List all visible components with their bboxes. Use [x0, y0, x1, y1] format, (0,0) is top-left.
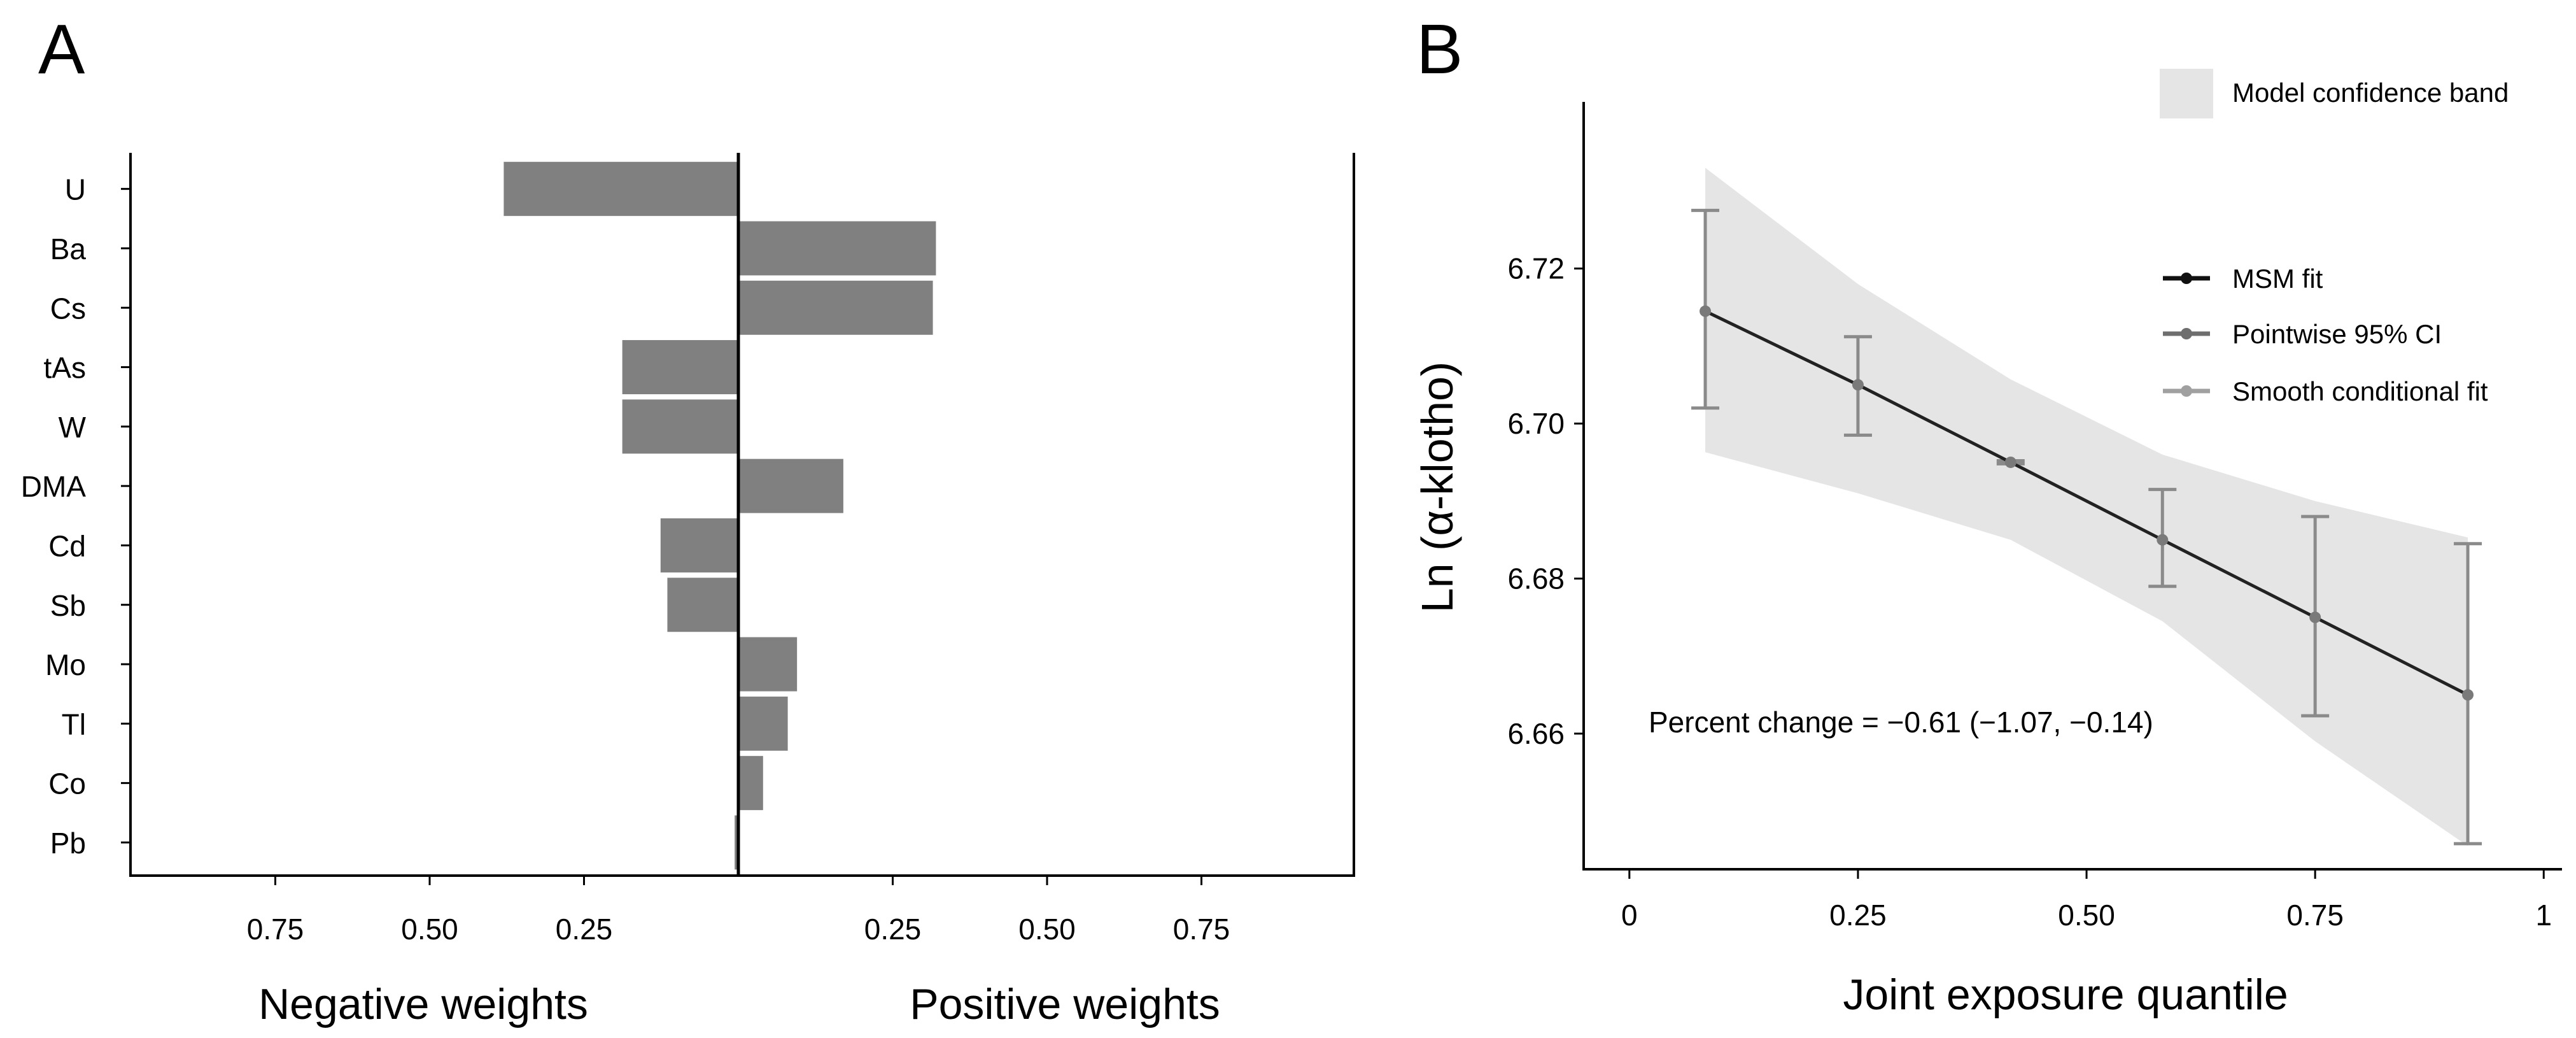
panel-b: B 6.66 6.68 6.70 6.72 0 0.25 0.50 0.75 1 Ln (α-…	[1412, 10, 2562, 1019]
bar-cd	[660, 518, 738, 572]
x-tick-label: 0	[1621, 899, 1638, 932]
bar-u	[503, 162, 738, 217]
bar-co	[738, 756, 763, 811]
legend-smooth-dot	[2181, 385, 2192, 397]
positive-weights-label: Positive weights	[910, 980, 1220, 1028]
negative-weights-label: Negative weights	[258, 980, 588, 1028]
category-label-ba: Ba	[50, 232, 87, 266]
panel-b-y-axis-label: Ln (α-klotho)	[1412, 362, 1462, 613]
bar-tl	[738, 696, 788, 751]
bar-cs	[738, 280, 933, 335]
legend-band-swatch	[2160, 69, 2213, 118]
category-label-w: W	[59, 411, 87, 444]
x-tick-label: 0.75	[1173, 913, 1230, 946]
category-label-co: Co	[48, 767, 86, 800]
panel-a-x-ticks: 0.75 0.50 0.25 0.25 0.50 0.75	[247, 876, 1230, 946]
category-label-dma: DMA	[21, 470, 87, 503]
legend-label-msm: MSM fit	[2232, 264, 2323, 294]
panel-a-bars	[503, 162, 936, 870]
panel-b-label: B	[1416, 10, 1463, 89]
category-label-cs: Cs	[50, 292, 86, 325]
panel-b-x-axis-label: Joint exposure quantile	[1843, 970, 2288, 1019]
legend-msm-dot	[2181, 273, 2192, 284]
legend-label-band: Model confidence band	[2232, 78, 2509, 108]
category-label-sb: Sb	[50, 589, 86, 622]
x-tick-label: 0.75	[247, 913, 304, 946]
legend-label-smooth: Smooth conditional fit	[2232, 376, 2488, 406]
msm-point	[2462, 689, 2474, 701]
msm-fit-line	[1704, 309, 2469, 697]
y-tick-label: 6.70	[1507, 407, 1565, 440]
legend-ci-dot	[2181, 328, 2192, 339]
model-confidence-band	[1705, 167, 2468, 846]
category-label-tas: tAs	[44, 352, 86, 385]
legend: Model confidence band MSM fit Pointwise …	[2160, 69, 2509, 406]
legend-label-ci: Pointwise 95% CI	[2232, 319, 2442, 349]
msm-point	[2157, 534, 2169, 546]
bar-dma	[738, 459, 843, 513]
bar-pb	[735, 815, 738, 870]
category-label-pb: Pb	[50, 827, 86, 860]
msm-fit-points	[1700, 305, 2474, 701]
msm-point	[1852, 379, 1864, 391]
panel-b-y-ticks: 6.66 6.68 6.70 6.72	[1507, 252, 1584, 750]
x-tick-label: 0.25	[556, 913, 613, 946]
x-tick-label: 0.50	[401, 913, 458, 946]
category-label-mo: Mo	[45, 648, 86, 681]
y-tick-label: 6.68	[1507, 562, 1565, 595]
bar-sb	[667, 578, 738, 632]
category-label-u: U	[65, 173, 86, 206]
bar-mo	[738, 637, 798, 692]
x-tick-label: 0.75	[2286, 899, 2344, 932]
x-tick-label: 0.25	[1829, 899, 1887, 932]
y-tick-label: 6.66	[1507, 717, 1565, 750]
percent-change-annotation: Percent change = −0.61 (−1.07, −0.14)	[1649, 706, 2153, 739]
msm-point	[2004, 456, 2016, 468]
bar-w	[622, 399, 738, 454]
bar-tas	[622, 340, 738, 395]
category-label-tl: Tl	[62, 707, 86, 741]
panel-a-category-labels: U Ba Cs tAs W DMA Cd Sb Mo Tl Co Pb	[21, 173, 130, 860]
panel-a-label: A	[38, 10, 85, 89]
x-tick-label: 1	[2535, 899, 2552, 932]
x-tick-label: 0.50	[1018, 913, 1076, 946]
panel-b-x-ticks: 0 0.25 0.50 0.75 1	[1621, 869, 2552, 932]
y-tick-label: 6.72	[1507, 252, 1565, 285]
bar-ba	[738, 221, 936, 276]
x-tick-label: 0.50	[2058, 899, 2115, 932]
x-tick-label: 0.25	[864, 913, 922, 946]
category-label-cd: Cd	[48, 529, 86, 562]
msm-point	[2309, 611, 2321, 623]
msm-point	[1700, 305, 1712, 317]
